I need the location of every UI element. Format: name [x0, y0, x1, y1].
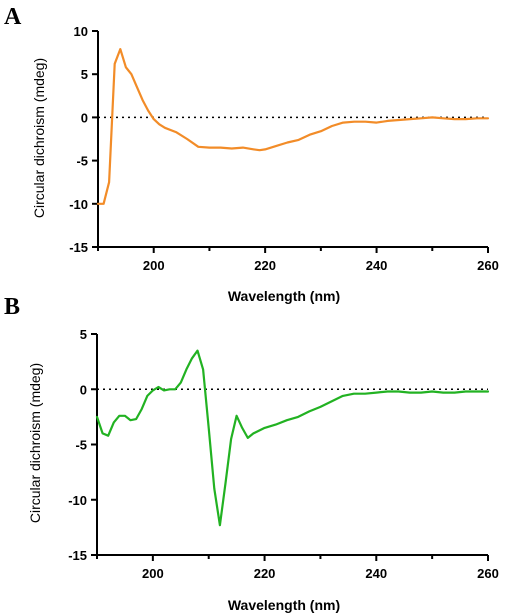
y-axis-title-b: Circular dichroism (mdeg) — [27, 363, 43, 523]
y-tick-label-b: 0 — [80, 382, 87, 397]
y-tick-label-a: -5 — [76, 154, 88, 169]
x-tick-label-a: 200 — [143, 258, 165, 273]
series-line-a — [96, 47, 490, 205]
y-tick-label-b: -10 — [68, 493, 87, 508]
y-tick-label-b: -5 — [75, 438, 87, 453]
x-axis-title-b: Wavelength (nm) — [228, 597, 340, 613]
panel-label-b: B — [4, 294, 20, 320]
series-line-b — [95, 349, 490, 527]
x-tick-label-b: 200 — [142, 566, 164, 581]
y-tick-label-b: 5 — [80, 327, 87, 342]
x-tick-label-a: 260 — [477, 258, 499, 273]
x-tick-label-a: 240 — [366, 258, 388, 273]
y-tick-label-a: 0 — [81, 110, 88, 125]
x-tick-label-a: 220 — [254, 258, 276, 273]
chart-panel-a: A Circular dichroism (mdeg) Wavelength (… — [4, 4, 499, 304]
y-tick-label-a: -15 — [69, 240, 88, 255]
x-tick-label-b: 260 — [477, 566, 499, 581]
x-axis-title-a: Wavelength (nm) — [228, 288, 340, 304]
y-tick-label-a: -10 — [69, 197, 88, 212]
y-tick-label-a: 10 — [74, 24, 88, 39]
x-tick-label-b: 220 — [254, 566, 276, 581]
y-tick-label-a: 5 — [81, 67, 88, 82]
panel-label-a: A — [4, 4, 22, 30]
y-tick-label-b: -15 — [68, 548, 87, 563]
y-axis-title-a: Circular dichroism (mdeg) — [31, 58, 47, 218]
x-tick-label-b: 240 — [365, 566, 387, 581]
chart-panel-b: B Circular dichroism (mdeg) Wavelength (… — [4, 294, 499, 613]
